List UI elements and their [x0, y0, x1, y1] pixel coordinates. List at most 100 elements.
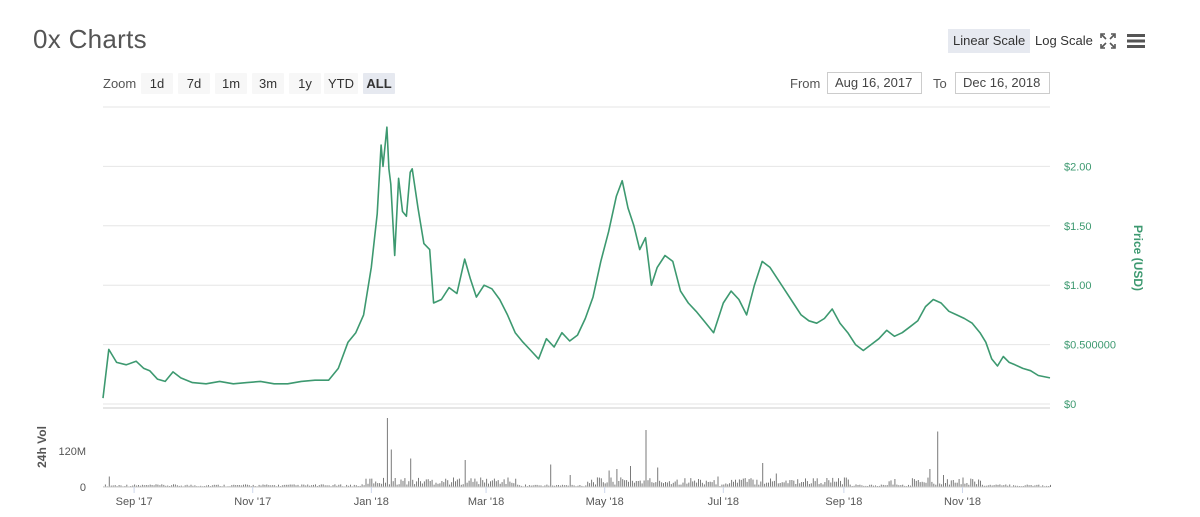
volume-bar [163, 484, 165, 487]
volume-bar [385, 482, 386, 487]
volume-bar [519, 485, 521, 487]
zoom-3m-button[interactable]: 3m [252, 73, 284, 94]
volume-bar [1001, 485, 1003, 487]
zoom-ytd-button[interactable]: YTD [324, 73, 358, 94]
volume-bar [902, 484, 904, 487]
volume-bar [826, 478, 828, 487]
zoom-1y-button[interactable]: 1y [289, 73, 321, 94]
volume-bar [853, 485, 855, 487]
volume-bar [843, 477, 845, 487]
volume-bar [962, 477, 964, 487]
volume-bar [104, 484, 106, 487]
volume-bar [554, 485, 556, 487]
volume-bar [709, 481, 711, 487]
volume-bar [118, 485, 120, 487]
volume-bar [272, 485, 274, 487]
volume-bar [136, 485, 138, 487]
volume-bar [1009, 484, 1011, 487]
volume-bar [589, 483, 591, 487]
volume-bar [715, 484, 717, 487]
volume-bar [217, 484, 219, 487]
volume-bar [828, 480, 830, 487]
volume-bar [412, 479, 414, 487]
zoom-1m-button[interactable]: 1m [215, 73, 247, 94]
volume-bar [746, 481, 748, 487]
volume-bar [456, 479, 458, 487]
volume-bar [688, 482, 690, 487]
volume-bar [235, 485, 237, 487]
volume-bar [171, 485, 173, 487]
x-tick-label: Mar '18 [468, 496, 504, 508]
volume-bar [297, 484, 299, 487]
volume-bar [898, 485, 900, 487]
volume-bar [180, 485, 182, 487]
volume-bar [530, 485, 532, 487]
volume-bar [978, 479, 980, 487]
volume-bar [301, 484, 303, 487]
volume-bar [748, 479, 750, 487]
volume-bar [925, 482, 927, 487]
volume-bar [824, 482, 826, 487]
volume-bar [773, 480, 775, 487]
volume-bar [954, 482, 956, 487]
volume-bar [684, 478, 686, 487]
zoom-1d-button[interactable]: 1d [141, 73, 173, 94]
volume-bar [291, 484, 293, 487]
volume-bar [334, 484, 336, 487]
volume-bar [668, 481, 670, 487]
volume-bar [766, 482, 768, 487]
price-line [102, 126, 1051, 399]
volume-bar [680, 484, 682, 487]
linear-scale-button[interactable]: Linear Scale [948, 29, 1031, 53]
volume-bar [167, 485, 169, 487]
volume-bar [558, 485, 559, 487]
log-scale-button[interactable]: Log Scale [1035, 33, 1093, 48]
from-date-input[interactable]: Aug 16, 2017 [827, 72, 922, 94]
volume-bar [208, 485, 209, 487]
zoom-all-button[interactable]: ALL [363, 73, 395, 94]
volume-bar [268, 485, 270, 487]
volume-bar [717, 476, 719, 487]
volume-bar [423, 481, 425, 487]
volume-bar [799, 483, 801, 487]
volume-bar [258, 484, 260, 487]
expand-icon[interactable] [1100, 33, 1116, 49]
volume-bar [964, 483, 966, 487]
volume-bar [134, 484, 136, 487]
volume-bar [598, 477, 600, 487]
hamburger-menu-icon[interactable] [1126, 33, 1146, 49]
volume-bar [501, 482, 503, 487]
volume-bar [641, 483, 643, 487]
volume-bar [486, 478, 488, 487]
volume-bar [696, 482, 698, 487]
y-tick-label: $0 [1064, 399, 1076, 411]
volume-bar [359, 485, 361, 487]
to-date-input[interactable]: Dec 16, 2018 [955, 72, 1050, 94]
volume-bar [126, 484, 128, 487]
volume-tick-label: 0 [80, 482, 86, 494]
volume-bar [674, 481, 676, 487]
volume-bar [309, 485, 311, 487]
volume-bar [1032, 485, 1034, 487]
volume-bar [190, 484, 192, 487]
volume-bar [935, 484, 937, 487]
volume-bar [332, 485, 334, 487]
zoom-7d-button[interactable]: 7d [178, 73, 210, 94]
volume-bar [184, 485, 186, 487]
volume-bar [729, 483, 731, 487]
volume-bar [462, 484, 464, 487]
volume-bar [402, 480, 404, 487]
volume-bar [981, 484, 983, 487]
volume-bar [805, 478, 806, 487]
volume-bar [425, 479, 427, 487]
volume-bar [950, 480, 952, 487]
price-series [102, 126, 1051, 399]
volume-bar [630, 466, 631, 487]
volume-bar [375, 481, 377, 487]
volume-bar [350, 484, 351, 487]
volume-bar [509, 481, 511, 487]
volume-bar [363, 485, 365, 487]
volume-bar [441, 481, 443, 487]
volume-bar [637, 481, 639, 487]
